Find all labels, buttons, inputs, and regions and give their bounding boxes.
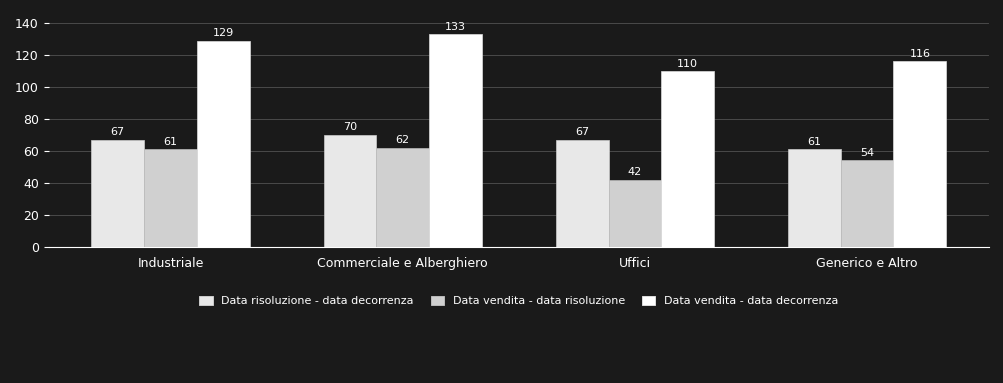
Legend: Data risoluzione - data decorrenza, Data vendita - data risoluzione, Data vendit: Data risoluzione - data decorrenza, Data… <box>195 291 842 311</box>
Bar <box>661 71 713 247</box>
Bar <box>428 34 481 247</box>
Bar <box>323 135 376 247</box>
Bar <box>893 61 945 247</box>
Text: 67: 67 <box>110 127 124 137</box>
Text: 70: 70 <box>342 123 357 133</box>
Text: 61: 61 <box>163 137 178 147</box>
Text: 62: 62 <box>395 135 409 145</box>
Text: 110: 110 <box>676 59 697 69</box>
Bar <box>91 140 144 247</box>
Text: 67: 67 <box>575 127 589 137</box>
Text: 54: 54 <box>860 148 874 158</box>
Text: 61: 61 <box>806 137 820 147</box>
Text: 116: 116 <box>909 49 930 59</box>
Bar <box>376 148 428 247</box>
Bar <box>787 149 840 247</box>
Bar <box>840 160 893 247</box>
Text: 129: 129 <box>213 28 234 38</box>
Bar <box>197 41 250 247</box>
Bar <box>144 149 197 247</box>
Text: 42: 42 <box>627 167 641 177</box>
Bar <box>608 180 661 247</box>
Bar <box>556 140 608 247</box>
Text: 133: 133 <box>444 22 465 32</box>
